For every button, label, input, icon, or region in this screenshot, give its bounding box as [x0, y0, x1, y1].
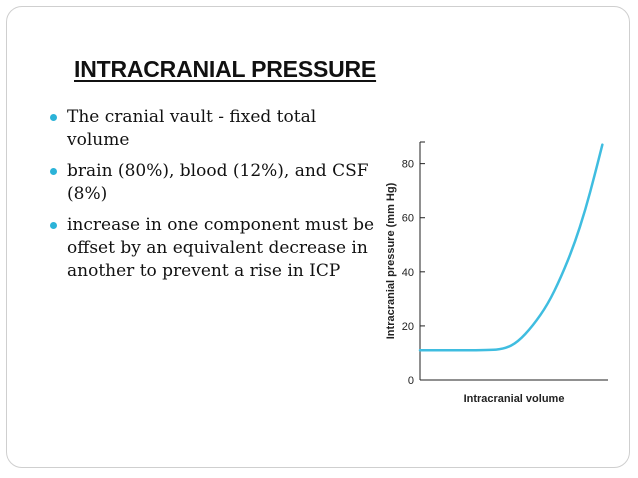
x-axis-title: Intracranial volume [464, 393, 565, 405]
bullet-text: brain (80%), blood (12%), and CSF (8%) [67, 161, 369, 204]
bullet-text: The cranial vault - fixed total volume [67, 107, 317, 150]
bullet-item: brain (80%), blood (12%), and CSF (8%) [44, 160, 374, 206]
y-tick-label: 0 [408, 375, 414, 387]
bullet-list: The cranial vault - fixed total volume b… [44, 106, 374, 291]
bullet-item: increase in one component must be offset… [44, 214, 374, 283]
y-tick-label: 80 [402, 159, 414, 171]
bullet-dot-icon [50, 114, 57, 121]
slide-title: INTRACRANIAL PRESSURE [74, 56, 377, 82]
y-tick-label: 60 [402, 213, 414, 225]
icp-volume-chart: 0 20 40 60 80 Intracranial pressure (mm Hg) In… [385, 141, 608, 405]
pressure-volume-curve [418, 143, 604, 352]
y-axis-title: Intracranial pressure (mm Hg) [385, 182, 397, 339]
bullet-dot-icon [50, 168, 57, 175]
bullet-dot-icon [50, 222, 57, 229]
bullet-item: The cranial vault - fixed total volume [44, 106, 374, 152]
y-tick-label: 20 [402, 321, 414, 333]
y-tick-label: 40 [402, 267, 414, 279]
slide-frame [6, 6, 630, 468]
bullet-text: increase in one component must be offset… [67, 215, 375, 281]
